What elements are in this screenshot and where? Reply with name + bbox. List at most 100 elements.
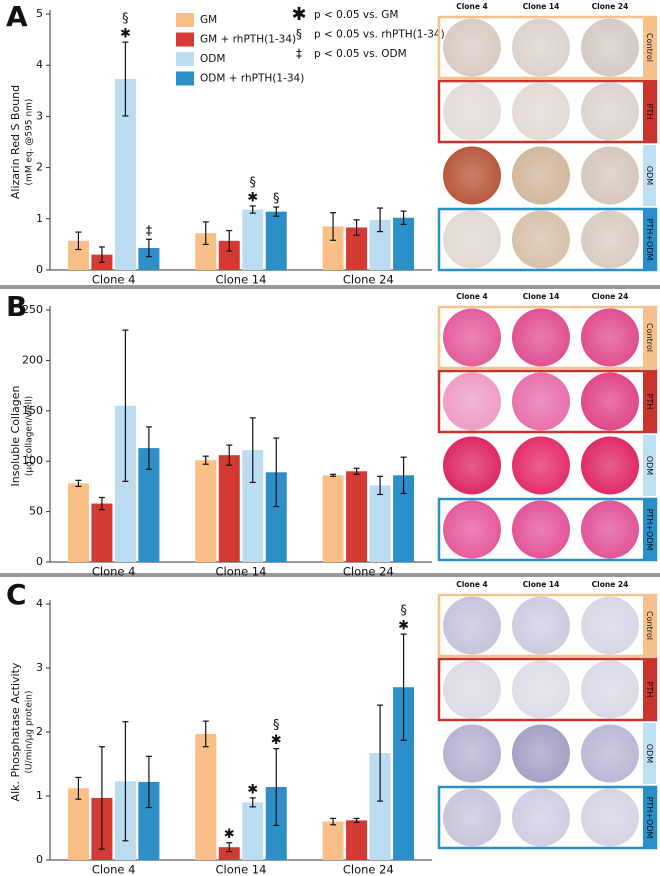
significance-mark: ‡ xyxy=(146,224,153,239)
plate-well xyxy=(512,596,570,655)
bar xyxy=(322,226,344,270)
significance-mark: ✱ xyxy=(247,782,258,797)
plate-row-strip xyxy=(643,723,656,784)
plate-row-label: ODM xyxy=(645,166,654,185)
note-text: p < 0.05 vs. GM xyxy=(314,9,398,21)
plate-row-label: ODM xyxy=(645,744,654,763)
y-tick-label: 150 xyxy=(22,404,43,417)
plate-column-label: Clone 14 xyxy=(523,292,560,301)
x-tick-label: Clone 4 xyxy=(92,273,136,287)
significance-mark: § xyxy=(250,176,257,191)
plate-column-label: Clone 4 xyxy=(456,292,487,301)
y-axis-label: Insoluble Collagen xyxy=(9,385,22,486)
plate-well xyxy=(512,660,570,719)
bar xyxy=(242,450,264,562)
plate-well xyxy=(443,788,501,847)
legend-label: ODM + rhPTH(1-34) xyxy=(200,73,304,85)
legend-label: GM + rhPTH(1-34) xyxy=(200,34,296,46)
plate-well xyxy=(512,146,570,205)
plate-row-strip xyxy=(643,435,656,496)
plate-well xyxy=(512,724,570,783)
y-tick-label: 3 xyxy=(36,661,43,674)
plate-well xyxy=(512,436,570,495)
plate-row-label: PTH xyxy=(645,394,654,410)
plate-well xyxy=(581,436,639,495)
plate-row-label: Control xyxy=(645,323,654,352)
bar xyxy=(322,475,344,562)
significance-mark: § xyxy=(273,718,280,733)
y-tick-label: 2 xyxy=(36,161,43,174)
x-tick-label: Clone 4 xyxy=(92,565,136,579)
bar xyxy=(138,448,160,562)
y-tick-label: 0 xyxy=(36,853,43,866)
bar xyxy=(91,503,113,562)
plate-well xyxy=(581,18,639,77)
x-tick-label: Clone 14 xyxy=(216,273,267,287)
plate-well xyxy=(581,146,639,205)
y-tick-label: 5 xyxy=(36,7,43,20)
y-tick-label: 3 xyxy=(36,109,43,122)
plate-row-strip xyxy=(643,307,656,368)
significance-mark: ✱ xyxy=(271,733,282,748)
note-text: p < 0.05 vs. rhPTH(1-34) xyxy=(314,29,445,41)
plate-well xyxy=(443,308,501,367)
bar xyxy=(218,455,240,562)
x-tick-label: Clone 14 xyxy=(216,863,267,876)
plate-column-label: Clone 24 xyxy=(592,580,629,589)
bar xyxy=(265,211,287,270)
y-tick-label: 4 xyxy=(36,58,43,71)
legend-swatch xyxy=(176,32,194,47)
plate-row-strip xyxy=(643,659,656,720)
plate-row-strip xyxy=(643,595,656,656)
plate-row-strip xyxy=(643,371,656,432)
panel-label: A xyxy=(6,0,28,33)
plate-column-label: Clone 24 xyxy=(592,2,629,11)
plate-row-label: PTH+ODM xyxy=(645,797,654,839)
plate-row-label: ODM xyxy=(645,456,654,475)
plate-well xyxy=(581,308,639,367)
plate-column-label: Clone 24 xyxy=(592,292,629,301)
panel-label: B xyxy=(6,290,27,323)
significance-mark: § xyxy=(400,604,407,619)
panel-label: C xyxy=(6,578,27,611)
legend-label: GM xyxy=(200,14,217,26)
plate-well xyxy=(443,596,501,655)
bar xyxy=(393,687,415,860)
plate-column-label: Clone 14 xyxy=(523,580,560,589)
significance-mark: ✱ xyxy=(247,191,258,206)
plate-row-strip xyxy=(643,145,656,206)
bar xyxy=(218,240,240,270)
plate-well xyxy=(581,500,639,559)
bar xyxy=(393,217,415,270)
plate-well xyxy=(512,372,570,431)
plate-well xyxy=(512,788,570,847)
x-tick-label: Clone 24 xyxy=(343,565,394,579)
bar xyxy=(138,247,160,270)
plate-row-label: PTH+ODM xyxy=(645,219,654,261)
x-tick-label: Clone 24 xyxy=(343,863,394,876)
plate-well xyxy=(512,210,570,269)
significance-mark: ✱ xyxy=(120,27,131,42)
plate-well xyxy=(512,500,570,559)
significance-mark: § xyxy=(122,12,129,27)
bar xyxy=(242,209,264,270)
note-symbol: ‡ xyxy=(296,47,302,61)
legend-swatch xyxy=(176,13,194,27)
bar xyxy=(346,820,368,860)
x-tick-label: Clone 14 xyxy=(216,565,267,579)
plate-row-label: PTH xyxy=(645,104,654,120)
bar xyxy=(67,240,89,270)
bar xyxy=(265,472,287,562)
bar xyxy=(346,471,368,562)
legend-swatch xyxy=(176,71,194,86)
x-tick-label: Clone 24 xyxy=(343,273,394,287)
plate-well xyxy=(581,788,639,847)
significance-mark: ✱ xyxy=(398,619,409,634)
plate-well xyxy=(581,596,639,655)
y-axis-unit: (µg collagen/well) xyxy=(25,396,35,476)
bar xyxy=(346,227,368,270)
y-tick-label: 4 xyxy=(36,597,43,610)
plate-well xyxy=(581,210,639,269)
plate-column-label: Clone 4 xyxy=(456,580,487,589)
bar xyxy=(218,847,240,860)
